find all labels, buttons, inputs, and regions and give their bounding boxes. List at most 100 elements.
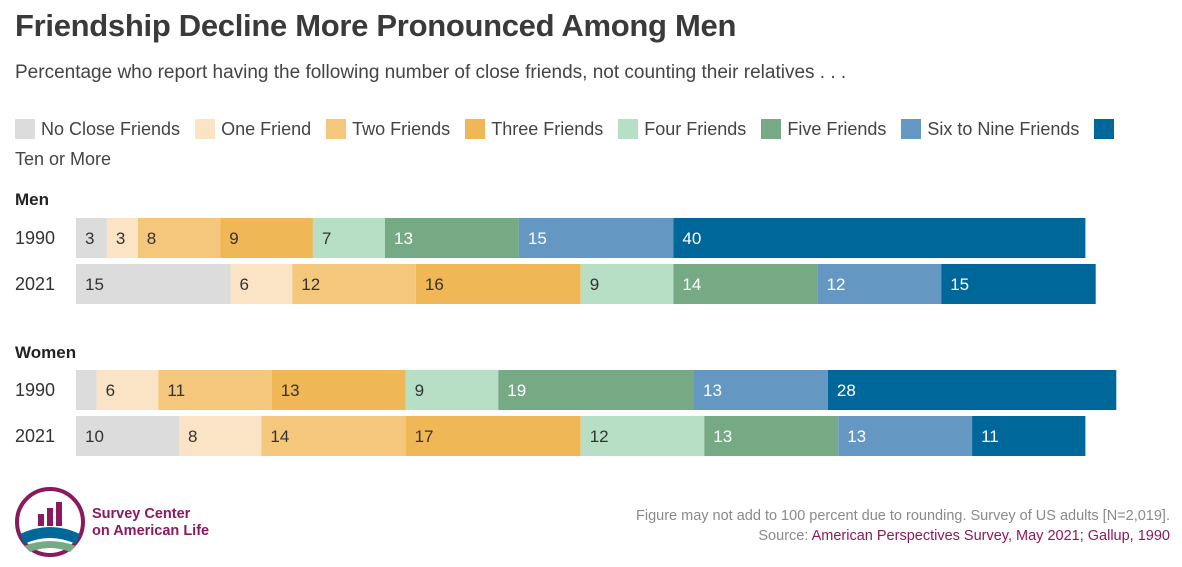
group-label: Men bbox=[15, 190, 49, 209]
bar-segment bbox=[158, 370, 272, 410]
bar-segment bbox=[405, 416, 581, 456]
bar-segment bbox=[941, 264, 1096, 304]
bar-segment bbox=[220, 218, 313, 258]
bar-segment bbox=[673, 264, 818, 304]
data-label: 15 bbox=[528, 229, 547, 248]
logo-line-2: on American Life bbox=[92, 523, 210, 539]
year-label: 1990 bbox=[15, 380, 55, 400]
legend-item: One Friend bbox=[195, 119, 311, 139]
legend-item: Ten or More bbox=[15, 119, 1120, 169]
data-label: 16 bbox=[425, 275, 444, 294]
data-label: 15 bbox=[85, 275, 104, 294]
data-label: 10 bbox=[85, 427, 104, 446]
bar-segment bbox=[498, 370, 694, 410]
data-label: 40 bbox=[682, 229, 701, 248]
legend-item: No Close Friends bbox=[15, 119, 180, 139]
bar-segment bbox=[704, 416, 839, 456]
bar-segment bbox=[405, 370, 499, 410]
legend-item: Six to Nine Friends bbox=[901, 119, 1079, 139]
data-label: 12 bbox=[301, 275, 320, 294]
data-label: 9 bbox=[229, 229, 238, 248]
bar-segment bbox=[76, 370, 97, 410]
bar-segment bbox=[385, 218, 519, 258]
data-label: 19 bbox=[507, 381, 526, 400]
legend-swatch bbox=[195, 119, 216, 139]
legend-item: Five Friends bbox=[761, 119, 886, 139]
footer-source: Source: American Perspectives Survey, Ma… bbox=[636, 526, 1170, 546]
bar-segment bbox=[415, 264, 581, 304]
footer-note: Figure may not add to 100 percent due to… bbox=[635, 508, 1170, 524]
legend-label: Two Friends bbox=[352, 119, 451, 139]
data-label: 13 bbox=[703, 381, 722, 400]
year-label: 2021 bbox=[15, 426, 55, 446]
data-label: 9 bbox=[590, 275, 599, 294]
data-label: 12 bbox=[590, 427, 609, 446]
legend-label: Three Friends bbox=[491, 119, 604, 139]
bar-segment bbox=[261, 416, 406, 456]
footer: Figure may not add to 100 percent due to… bbox=[636, 506, 1170, 546]
legend-swatch bbox=[761, 119, 782, 139]
bar-segment bbox=[580, 416, 705, 456]
data-label: 8 bbox=[188, 427, 197, 446]
stacked-bar-chart: Men 1990 3 3 8 9 7 13 15 40 2021 15 6 12 16 9 14 12 15 Wome… bbox=[15, 190, 1117, 456]
bar-segment bbox=[673, 218, 1086, 258]
data-label: 8 bbox=[147, 229, 156, 248]
chart-subtitle: Percentage who report having the followi… bbox=[15, 62, 847, 83]
bar-segment bbox=[312, 218, 385, 258]
logo-line-1: Survey Center bbox=[92, 506, 191, 522]
legend-item: Four Friends bbox=[618, 119, 746, 139]
bar-segment bbox=[580, 264, 674, 304]
data-label: 12 bbox=[827, 275, 846, 294]
legend-swatch bbox=[15, 119, 35, 139]
data-label: 7 bbox=[322, 229, 331, 248]
legend-label: Six to Nine Friends bbox=[927, 119, 1080, 139]
data-label: 17 bbox=[415, 427, 434, 446]
source-label: Source: bbox=[758, 528, 809, 544]
legend-item: Two Friends bbox=[326, 119, 450, 139]
legend: No Close Friends One Friend Two Friends … bbox=[15, 114, 1135, 174]
bar-segment bbox=[292, 264, 416, 304]
legend-item: Three Friends bbox=[465, 119, 603, 139]
legend-label: One Friend bbox=[221, 119, 312, 139]
bar-segment bbox=[76, 264, 231, 304]
data-label: 28 bbox=[837, 381, 856, 400]
bar-segment bbox=[694, 370, 828, 410]
bar-segment bbox=[230, 264, 293, 304]
data-label: 11 bbox=[167, 381, 185, 400]
data-label: 6 bbox=[106, 381, 115, 400]
data-label: 3 bbox=[116, 229, 125, 248]
bar-segment bbox=[838, 416, 973, 456]
bar-segment bbox=[137, 218, 221, 258]
data-label: 13 bbox=[847, 427, 866, 446]
bar-segment bbox=[96, 370, 159, 410]
legend-label: No Close Friends bbox=[41, 119, 181, 139]
data-label: 13 bbox=[713, 427, 732, 446]
legend-swatch bbox=[1094, 119, 1115, 139]
data-label: 3 bbox=[85, 229, 94, 248]
data-label: 6 bbox=[240, 275, 249, 294]
data-label: 15 bbox=[950, 275, 969, 294]
group-label: Women bbox=[15, 343, 76, 362]
bar-segment bbox=[76, 416, 179, 456]
legend-label: Five Friends bbox=[787, 119, 887, 139]
logo-text: Survey Center on American Life bbox=[92, 506, 209, 540]
bar-segment bbox=[76, 218, 107, 258]
year-label: 2021 bbox=[15, 274, 55, 294]
data-label: 13 bbox=[394, 229, 413, 248]
data-label: 9 bbox=[415, 381, 424, 400]
bar-segment bbox=[972, 416, 1086, 456]
bar-segment bbox=[518, 218, 674, 258]
legend-label: Ten or More bbox=[15, 149, 112, 169]
bar-segment bbox=[106, 218, 138, 258]
bar-segment bbox=[179, 416, 262, 456]
survey-center-logo-icon bbox=[15, 487, 85, 557]
legend-swatch bbox=[326, 119, 347, 139]
bar-segment bbox=[827, 370, 1117, 410]
legend-swatch bbox=[618, 119, 639, 139]
year-label: 1990 bbox=[15, 228, 55, 248]
data-label: 14 bbox=[270, 427, 289, 446]
data-label: 14 bbox=[682, 275, 701, 294]
data-label: 11 bbox=[981, 427, 999, 446]
source-text[interactable]: American Perspectives Survey, May 2021; … bbox=[811, 528, 1170, 544]
legend-label: Four Friends bbox=[644, 119, 747, 139]
